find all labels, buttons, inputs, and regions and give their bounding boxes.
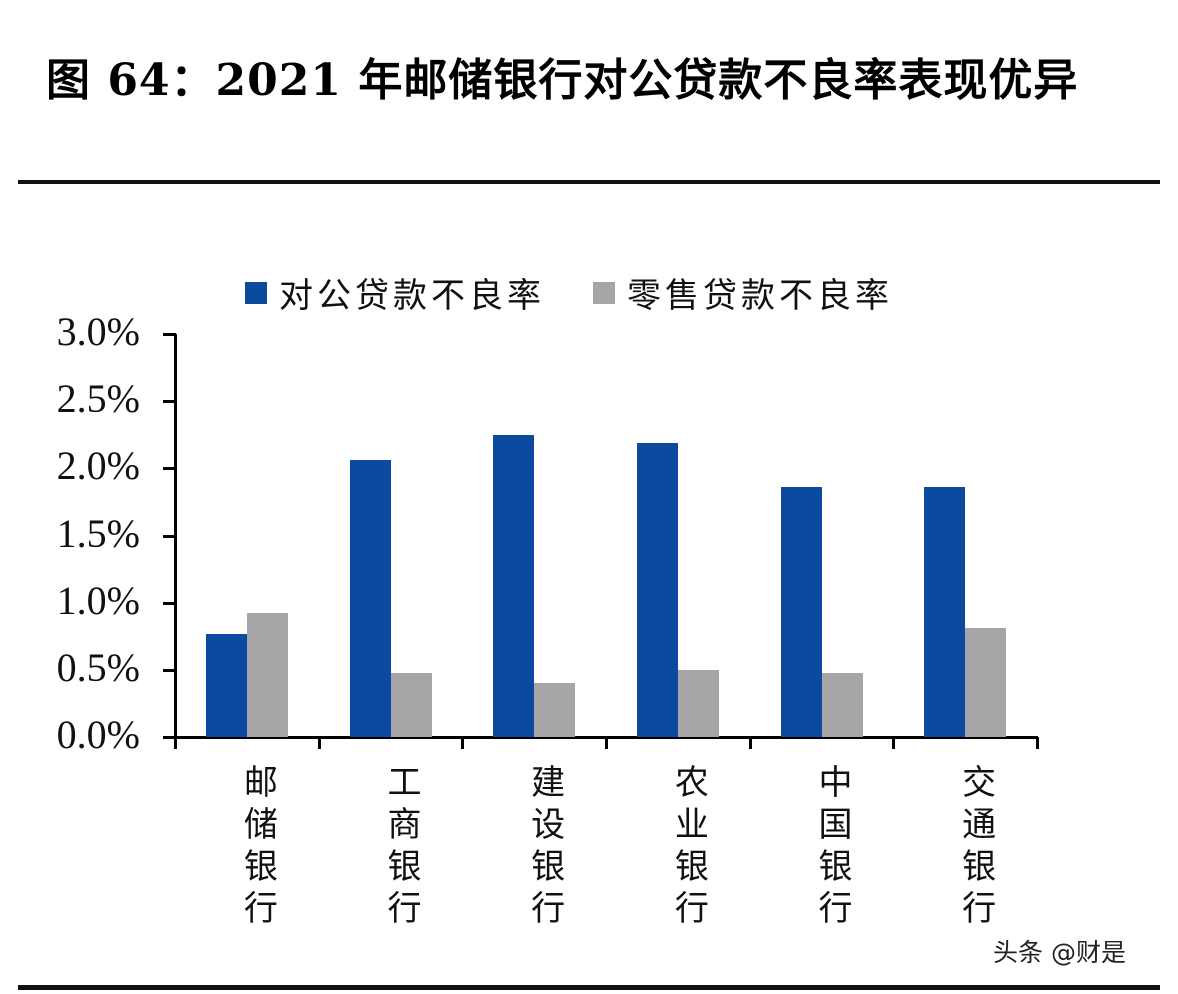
y-tick-label: 0.5% xyxy=(56,644,140,690)
bottom-rule xyxy=(18,985,1160,990)
y-tick xyxy=(163,400,176,404)
legend-swatch-icon xyxy=(593,281,615,304)
y-tick-label: 1.0% xyxy=(56,577,140,623)
bar-retail-npl xyxy=(390,672,432,737)
bar-corporate-npl xyxy=(493,434,535,737)
x-category-label: 建设银行 xyxy=(531,763,566,929)
y-tick-label: 2.5% xyxy=(56,376,140,422)
bar-retail-npl xyxy=(247,613,288,737)
bar-corporate-npl xyxy=(637,442,678,737)
y-tick xyxy=(163,736,176,739)
y-tick xyxy=(163,601,176,605)
legend: 对公贷款不良率 零售贷款不良率 xyxy=(245,268,941,317)
x-tick xyxy=(317,737,321,749)
x-tick xyxy=(748,737,752,749)
x-tick xyxy=(605,737,608,749)
legend-label: 对公贷款不良率 xyxy=(279,276,545,316)
bar-retail-npl xyxy=(965,628,1007,737)
x-category-label: 农业银行 xyxy=(674,763,709,929)
x-tick xyxy=(892,737,896,749)
y-tick xyxy=(163,668,176,672)
y-axis-line xyxy=(174,334,177,749)
bar-corporate-npl xyxy=(780,487,822,737)
bar-corporate-npl xyxy=(206,633,247,737)
top-rule xyxy=(18,180,1160,184)
y-tick-label: 2.0% xyxy=(56,443,140,489)
x-tick xyxy=(1036,737,1039,749)
x-category-label: 邮储银行 xyxy=(243,763,278,929)
bar-retail-npl xyxy=(534,683,576,737)
bar-retail-npl xyxy=(821,672,863,737)
legend-item: 对公贷款不良率 xyxy=(245,268,545,317)
y-tick xyxy=(163,534,176,538)
legend-label: 零售贷款不良率 xyxy=(627,276,893,316)
bar-retail-npl xyxy=(678,669,719,737)
legend-swatch-icon xyxy=(245,281,267,304)
y-tick-label: 3.0% xyxy=(56,309,140,354)
bar-corporate-npl xyxy=(924,487,966,737)
y-tick xyxy=(163,333,176,336)
y-tick-label: 1.5% xyxy=(56,510,140,556)
x-axis-line xyxy=(163,736,1038,739)
y-tick-label: 0.0% xyxy=(56,712,140,757)
x-category-label: 交通银行 xyxy=(962,763,997,929)
legend-item: 零售贷款不良率 xyxy=(593,268,893,317)
y-tick xyxy=(163,467,176,471)
x-tick xyxy=(461,737,465,749)
watermark: 头条 @财是 xyxy=(993,938,1126,967)
bar-corporate-npl xyxy=(349,460,391,737)
x-category-label: 工商银行 xyxy=(387,763,422,929)
chart-title: 图 64：2021 年邮储银行对公贷款不良率表现优异 xyxy=(46,55,1079,106)
x-category-label: 中国银行 xyxy=(818,763,853,929)
